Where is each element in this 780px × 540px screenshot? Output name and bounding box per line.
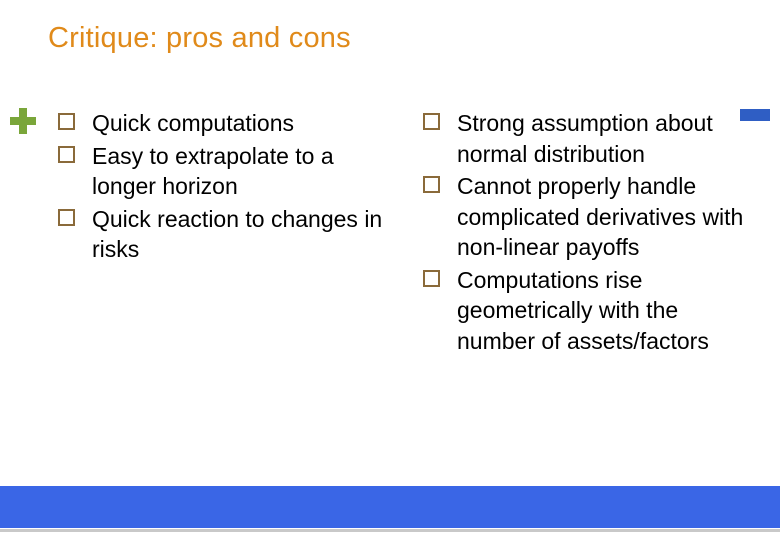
- list-item: Easy to extrapolate to a longer horizon: [58, 141, 387, 202]
- slide-title: Critique: pros and cons: [48, 22, 351, 55]
- checkbox-bullet-icon: [423, 270, 440, 287]
- checkbox-bullet-icon: [58, 113, 75, 130]
- list-item-text: Quick computations: [92, 110, 294, 136]
- checkbox-bullet-icon: [423, 176, 440, 193]
- list-item: Cannot properly handle complicated deriv…: [423, 171, 752, 263]
- list-item: Strong assumption about normal distribut…: [423, 108, 752, 169]
- cons-list: Strong assumption about normal distribut…: [393, 108, 752, 357]
- list-item-text: Strong assumption about normal distribut…: [457, 110, 713, 167]
- checkbox-bullet-icon: [58, 209, 75, 226]
- list-item: Quick reaction to changes in risks: [58, 204, 387, 265]
- cons-column: Strong assumption about normal distribut…: [393, 108, 752, 359]
- checkbox-bullet-icon: [423, 113, 440, 130]
- pros-list: Quick computations Easy to extrapolate t…: [28, 108, 387, 265]
- list-item-text: Easy to extrapolate to a longer horizon: [92, 143, 334, 200]
- footer-bar: [0, 486, 780, 528]
- slide: Critique: pros and cons Quick computatio…: [0, 0, 780, 540]
- checkbox-bullet-icon: [58, 146, 75, 163]
- list-item-text: Computations rise geometrically with the…: [457, 267, 709, 354]
- list-item: Quick computations: [58, 108, 387, 139]
- list-item: Computations rise geometrically with the…: [423, 265, 752, 357]
- list-item-text: Cannot properly handle complicated deriv…: [457, 173, 743, 260]
- list-item-text: Quick reaction to changes in risks: [92, 206, 382, 263]
- pros-column: Quick computations Easy to extrapolate t…: [28, 108, 387, 359]
- columns-container: Quick computations Easy to extrapolate t…: [28, 108, 752, 359]
